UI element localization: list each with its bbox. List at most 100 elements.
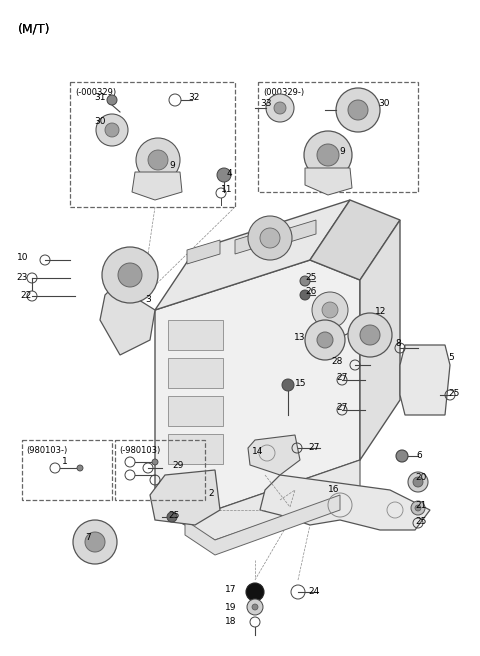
- Polygon shape: [175, 460, 360, 540]
- Polygon shape: [185, 495, 340, 555]
- Text: (980103-): (980103-): [26, 446, 67, 455]
- Circle shape: [317, 144, 339, 166]
- Polygon shape: [155, 260, 360, 510]
- Circle shape: [282, 379, 294, 391]
- Polygon shape: [400, 345, 450, 415]
- Text: 30: 30: [378, 98, 389, 108]
- Polygon shape: [132, 172, 182, 200]
- Text: 33: 33: [261, 98, 272, 108]
- Text: (M/T): (M/T): [18, 22, 50, 35]
- Text: 22: 22: [21, 291, 32, 300]
- Circle shape: [300, 290, 310, 300]
- Circle shape: [413, 477, 423, 487]
- Text: 30: 30: [95, 117, 106, 127]
- Circle shape: [152, 459, 158, 465]
- Text: 4: 4: [227, 169, 232, 178]
- Text: 15: 15: [295, 379, 307, 388]
- Circle shape: [77, 465, 83, 471]
- Polygon shape: [283, 220, 316, 244]
- Text: 3: 3: [145, 295, 151, 304]
- Text: 21: 21: [415, 501, 426, 510]
- Text: 16: 16: [328, 485, 339, 495]
- Circle shape: [411, 501, 425, 515]
- Text: 25: 25: [305, 272, 316, 281]
- Bar: [168, 396, 223, 426]
- Text: 31: 31: [95, 92, 106, 102]
- Text: 27: 27: [308, 443, 319, 451]
- Circle shape: [73, 520, 117, 564]
- Bar: [168, 320, 223, 350]
- Text: 20: 20: [415, 474, 426, 483]
- Polygon shape: [150, 470, 220, 525]
- Text: 5: 5: [448, 354, 454, 363]
- Circle shape: [217, 168, 231, 182]
- Text: 17: 17: [225, 586, 236, 594]
- Text: 23: 23: [17, 274, 28, 283]
- Polygon shape: [187, 240, 220, 264]
- Text: 28: 28: [332, 358, 343, 367]
- Circle shape: [107, 95, 117, 105]
- Text: 11: 11: [220, 186, 232, 194]
- Text: 14: 14: [252, 447, 264, 457]
- Circle shape: [348, 313, 392, 357]
- Text: (-980103): (-980103): [119, 446, 160, 455]
- Text: 29: 29: [172, 462, 183, 470]
- Circle shape: [248, 216, 292, 260]
- Text: 8: 8: [395, 340, 401, 348]
- Text: 10: 10: [16, 253, 28, 262]
- Text: 26: 26: [305, 287, 316, 297]
- Polygon shape: [155, 200, 350, 310]
- Polygon shape: [310, 200, 400, 280]
- Text: (-000329): (-000329): [75, 88, 116, 97]
- Circle shape: [102, 247, 158, 303]
- Polygon shape: [100, 285, 155, 355]
- Circle shape: [317, 332, 333, 348]
- Circle shape: [148, 150, 168, 170]
- Circle shape: [408, 472, 428, 492]
- Circle shape: [118, 263, 142, 287]
- Circle shape: [348, 100, 368, 120]
- Circle shape: [415, 505, 421, 511]
- Circle shape: [300, 276, 310, 286]
- Circle shape: [105, 123, 119, 137]
- Circle shape: [360, 325, 380, 345]
- Bar: [168, 358, 223, 388]
- Text: 27: 27: [336, 403, 348, 411]
- Circle shape: [260, 228, 280, 248]
- Circle shape: [252, 604, 258, 610]
- Text: (M/T): (M/T): [18, 22, 50, 35]
- Circle shape: [96, 114, 128, 146]
- Text: 2: 2: [208, 489, 214, 497]
- Polygon shape: [260, 475, 430, 530]
- Polygon shape: [235, 230, 268, 254]
- Circle shape: [396, 450, 408, 462]
- Circle shape: [322, 302, 338, 318]
- Text: 25: 25: [415, 518, 426, 527]
- Text: 13: 13: [293, 333, 305, 342]
- Text: 32: 32: [188, 92, 199, 102]
- Text: 1: 1: [62, 457, 68, 466]
- Text: 19: 19: [225, 602, 236, 611]
- Circle shape: [274, 102, 286, 114]
- Text: 9: 9: [169, 161, 175, 169]
- Polygon shape: [305, 168, 352, 195]
- Polygon shape: [248, 435, 300, 475]
- Text: (000329-): (000329-): [263, 88, 304, 97]
- Circle shape: [336, 88, 380, 132]
- Circle shape: [305, 320, 345, 360]
- Circle shape: [266, 94, 294, 122]
- Text: 7: 7: [85, 533, 91, 543]
- Circle shape: [136, 138, 180, 182]
- Text: 12: 12: [375, 308, 386, 316]
- Polygon shape: [360, 220, 400, 460]
- Text: 27: 27: [336, 373, 348, 382]
- Circle shape: [85, 532, 105, 552]
- Circle shape: [304, 131, 352, 179]
- Text: 9: 9: [339, 148, 345, 157]
- Circle shape: [247, 599, 263, 615]
- Circle shape: [167, 512, 177, 522]
- Circle shape: [246, 583, 264, 601]
- Text: 6: 6: [416, 451, 422, 459]
- Bar: [168, 434, 223, 464]
- Circle shape: [312, 292, 348, 328]
